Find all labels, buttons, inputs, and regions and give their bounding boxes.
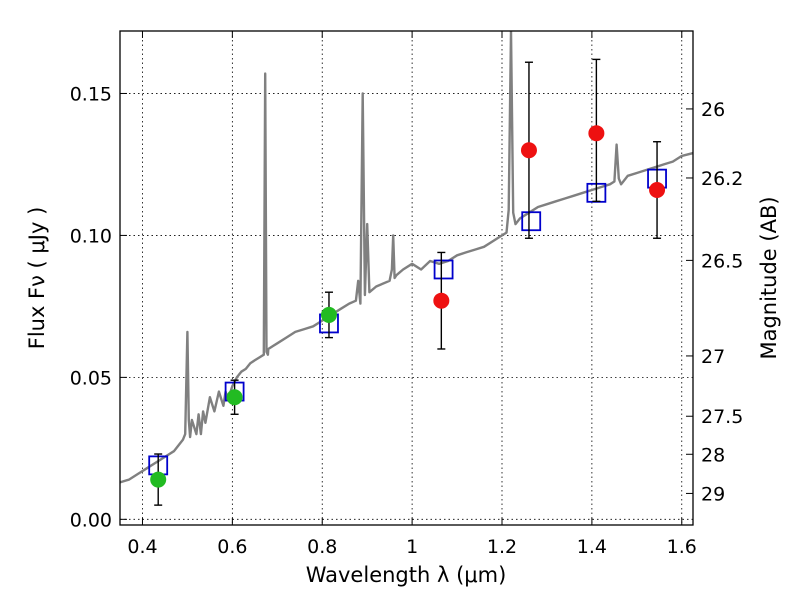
model-square-marker <box>433 259 454 280</box>
grid <box>120 31 693 525</box>
x-tick-label: 0.6 <box>217 536 247 558</box>
observed-point <box>520 142 537 159</box>
mag-tick-label: 27 <box>701 346 725 368</box>
x-tick-label: 1.4 <box>577 536 607 558</box>
mag-tick-label: 26 <box>701 99 725 121</box>
plot-background <box>120 31 693 525</box>
x-tick-label: 0.8 <box>307 536 337 558</box>
plot-frame <box>119 30 694 526</box>
mag-tick-label: 26.2 <box>701 168 743 190</box>
model-square-marker <box>521 211 542 232</box>
observed-point <box>433 292 450 309</box>
x-axis-label: Wavelength λ (μm) <box>306 563 507 587</box>
observed-point <box>226 389 243 406</box>
mag-tick-label: 28 <box>701 444 725 466</box>
mag-tick-label: 27.5 <box>701 406 743 428</box>
x-tick-label: 1.6 <box>667 536 697 558</box>
observed-point <box>150 471 167 488</box>
x-tick-label: 0.4 <box>127 536 157 558</box>
observed-point <box>588 125 605 142</box>
spectrum-line <box>120 31 693 484</box>
x-tick-label: 1 <box>406 536 418 558</box>
observed-point <box>649 181 666 198</box>
y-tick-label: 0.10 <box>70 225 112 247</box>
observed-point <box>320 306 337 323</box>
y-tick-label: 0.15 <box>70 83 112 105</box>
mag-tick-label: 26.5 <box>701 250 743 272</box>
y-tick-label: 0.05 <box>70 367 112 389</box>
ticks: 0.4 0.6 0.8 1 1.2 1.4 1.6 0.00 0.05 0.10 0.15 26 26.… <box>70 31 743 558</box>
mag-tick-label: 29 <box>701 483 725 505</box>
y-axis-label: Flux Fν ( μJy ) <box>25 207 49 350</box>
error-bars <box>150 58 666 506</box>
x-tick-label: 1.2 <box>487 536 517 558</box>
right-axis-label: Magnitude (AB) <box>757 196 781 359</box>
y-tick-label: 0.00 <box>70 509 112 531</box>
